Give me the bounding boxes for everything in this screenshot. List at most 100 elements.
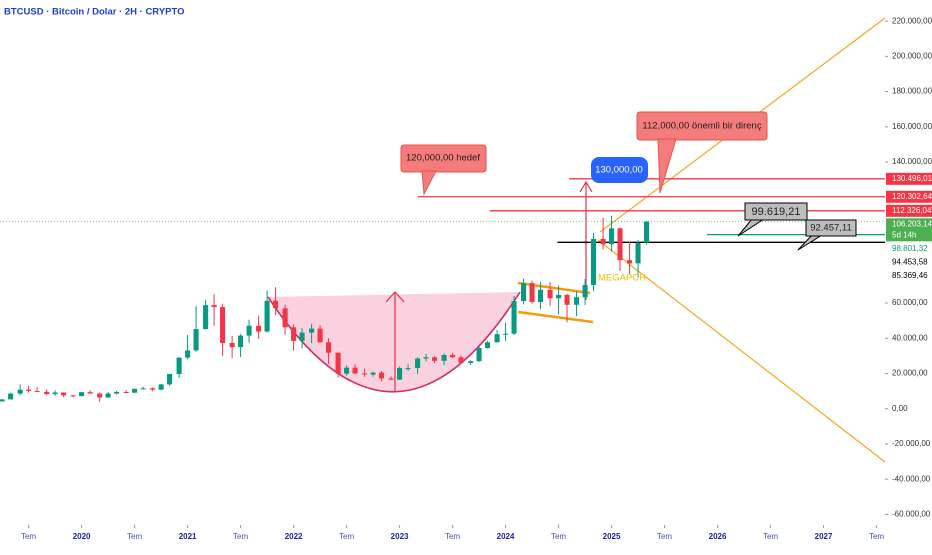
candle-body bbox=[388, 378, 394, 380]
candle-body bbox=[264, 300, 270, 332]
candle-body bbox=[600, 238, 606, 245]
annotation: MEGAPCH bbox=[598, 273, 646, 284]
candle-body bbox=[229, 343, 235, 348]
annotation: 99.619,21 bbox=[752, 206, 801, 218]
y-tick-label: 140.000,00 bbox=[892, 157, 932, 166]
y-tick-label: 60.000,00 bbox=[892, 298, 928, 307]
candle-body bbox=[423, 357, 429, 359]
price-label: 112.326,04 bbox=[892, 206, 932, 215]
candle-body bbox=[211, 305, 217, 308]
candle-body bbox=[220, 307, 226, 344]
candle-body bbox=[309, 328, 315, 333]
callout bbox=[744, 202, 808, 221]
candle-body bbox=[87, 392, 93, 394]
candle-body bbox=[511, 301, 517, 334]
candle-body bbox=[344, 367, 350, 374]
x-tick-label: Tem bbox=[21, 532, 36, 541]
price-label: 85.369,46 bbox=[892, 271, 928, 280]
candle-body bbox=[627, 260, 633, 264]
candle-body bbox=[590, 238, 597, 286]
y-tick-label: 20.000,00 bbox=[892, 369, 928, 378]
x-tick-label: 2024 bbox=[497, 532, 515, 541]
candle-body bbox=[476, 347, 482, 362]
candle-body bbox=[26, 389, 32, 391]
candle-body bbox=[291, 327, 297, 341]
price-label: 106.203,14 bbox=[892, 219, 932, 228]
candle-body bbox=[61, 392, 67, 396]
candle-body bbox=[485, 342, 491, 348]
candle-body bbox=[44, 391, 50, 395]
candle-body bbox=[140, 388, 146, 390]
candle-body bbox=[468, 361, 474, 363]
candle-body bbox=[415, 358, 421, 369]
y-tick-label: -20.000,00 bbox=[892, 439, 931, 448]
callout bbox=[805, 219, 857, 237]
y-tick-label: 200.000,00 bbox=[892, 51, 932, 60]
annotations: 120,000,00 hedef 130,000,00 112,000,00 ö… bbox=[400, 111, 857, 284]
candle-body bbox=[529, 283, 535, 302]
candle-body bbox=[458, 357, 464, 363]
price-label: 120.302,64 bbox=[892, 192, 932, 201]
price-label: 94.453,58 bbox=[892, 257, 928, 266]
candle-body bbox=[273, 300, 279, 309]
candle-body bbox=[34, 390, 40, 392]
candle-body bbox=[335, 352, 341, 374]
candle-body bbox=[362, 373, 368, 375]
x-tick-label: 2027 bbox=[815, 532, 833, 541]
candle-body bbox=[185, 350, 191, 358]
y-tick-label: -60.000,00 bbox=[892, 510, 931, 519]
candle-body bbox=[150, 388, 156, 390]
price-badge bbox=[886, 190, 932, 203]
candle-body bbox=[537, 289, 544, 302]
candle-body bbox=[256, 325, 262, 332]
candle-body bbox=[299, 332, 305, 341]
candle-body bbox=[432, 357, 438, 361]
candle-body bbox=[582, 285, 588, 298]
callout bbox=[636, 111, 768, 141]
candle-body bbox=[123, 391, 129, 393]
candle-body bbox=[114, 391, 120, 394]
x-tick-label: Tem bbox=[869, 532, 884, 541]
x-tick-label: Tem bbox=[551, 532, 566, 541]
annotation: 120,000,00 hedef bbox=[406, 153, 480, 164]
candle-body bbox=[370, 372, 376, 375]
candle-body bbox=[158, 384, 164, 390]
annotation: 92.457,11 bbox=[810, 223, 852, 234]
x-tick-label: Tem bbox=[445, 532, 460, 541]
candle-body bbox=[450, 354, 456, 358]
price-label: 98.801,32 bbox=[892, 244, 928, 253]
candle-body bbox=[556, 294, 562, 299]
candle-body bbox=[246, 325, 252, 336]
candle-body bbox=[317, 328, 323, 343]
candle-body bbox=[238, 335, 244, 348]
series bbox=[0, 215, 650, 402]
callout-pointer bbox=[421, 170, 437, 196]
x-tick-label: 2025 bbox=[603, 532, 621, 541]
candle-body bbox=[503, 333, 509, 335]
x-tick-label: Tem bbox=[657, 532, 672, 541]
candle-body bbox=[617, 228, 623, 261]
cup-area bbox=[268, 292, 520, 392]
price-badge bbox=[886, 218, 932, 242]
candle-body bbox=[494, 334, 500, 343]
x-tick-label: 2020 bbox=[73, 532, 91, 541]
y-tick-label: 0,00 bbox=[892, 404, 908, 413]
callout bbox=[400, 144, 487, 173]
arrow-head bbox=[579, 180, 593, 193]
candle-body bbox=[564, 294, 570, 305]
candle-body bbox=[167, 374, 173, 385]
candle-body bbox=[441, 354, 447, 361]
y-tick-label: -40.000,00 bbox=[892, 474, 931, 483]
price-badge bbox=[886, 172, 932, 185]
candle-body bbox=[0, 399, 5, 402]
candle-body bbox=[176, 357, 182, 375]
candle-body bbox=[8, 393, 14, 400]
annotation: 112,000,00 önemli bir direnç bbox=[642, 121, 761, 132]
candle-body bbox=[52, 392, 58, 395]
candle-body bbox=[105, 393, 111, 398]
candle-body bbox=[193, 329, 199, 351]
candle-body bbox=[547, 289, 553, 299]
candle-body bbox=[352, 367, 358, 374]
